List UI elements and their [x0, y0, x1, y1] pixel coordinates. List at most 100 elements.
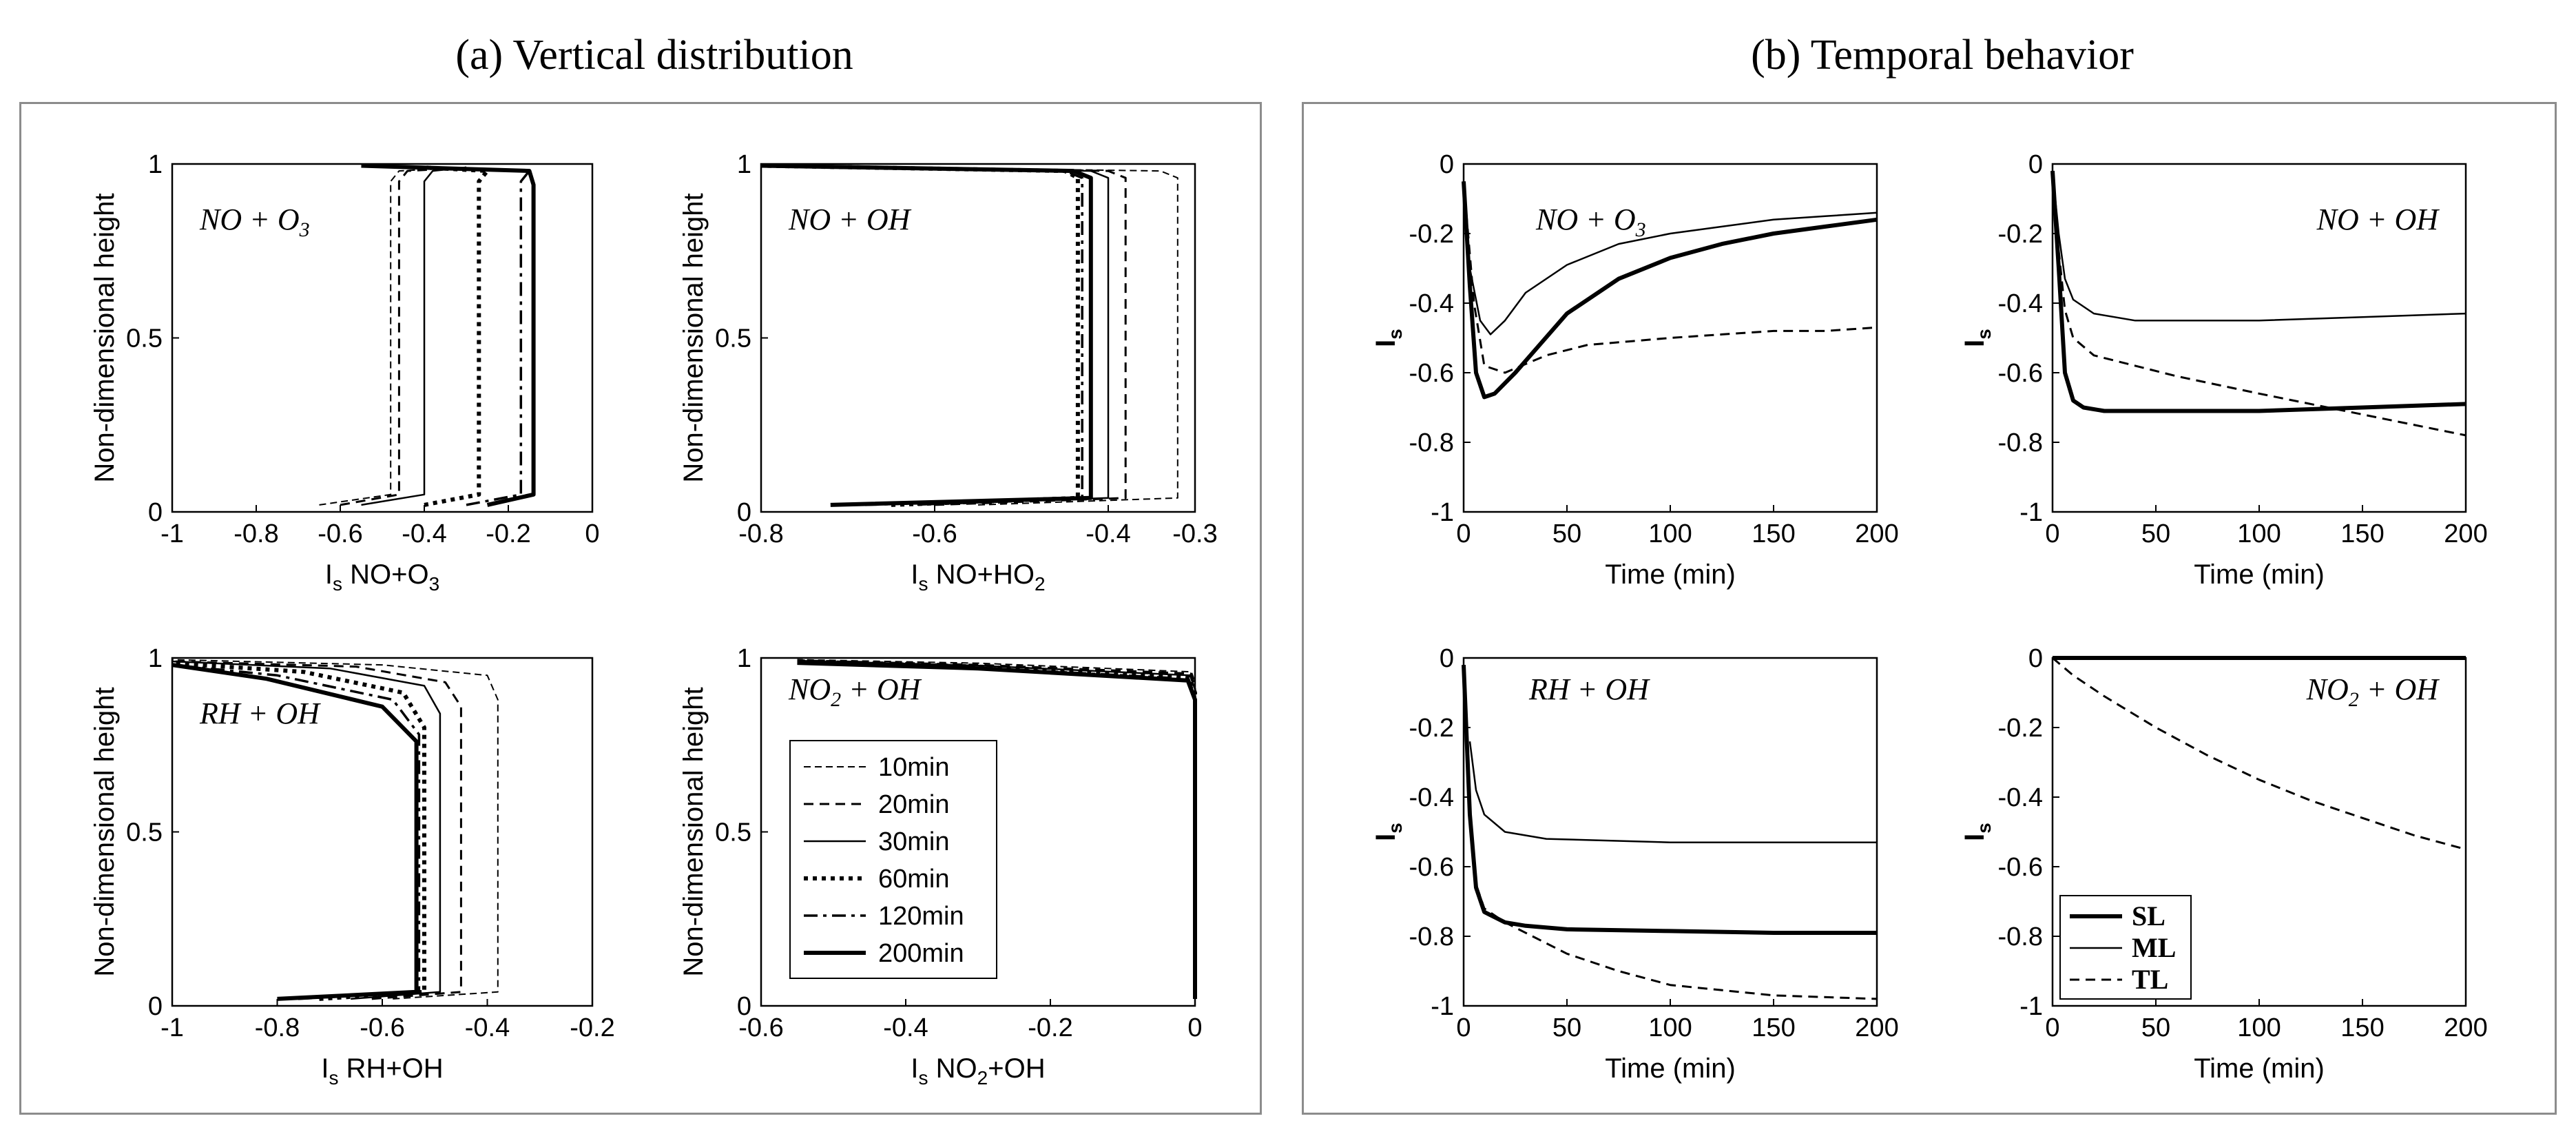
- y-axis-label: Is: [1960, 823, 1995, 841]
- panel-annotation: NO2 + OH: [788, 672, 922, 711]
- chart-8: 0 50 100 150 200 -1 -0.8 -0.6 -0.4 -0.2 0 Time (min…: [1960, 644, 2488, 1084]
- y-tick-label: 0.5: [126, 818, 163, 847]
- x-axis-label: Time (min): [1605, 1053, 1736, 1084]
- legend-label: 10min: [878, 753, 950, 782]
- x-tick-label: -0.6: [360, 1013, 404, 1042]
- x-tick-label: 0: [2045, 1013, 2059, 1042]
- x-tick-label: -0.8: [255, 1013, 300, 1042]
- series-line-20min: [172, 660, 462, 1000]
- panel-annotation: NO + O3: [199, 203, 310, 241]
- x-tick-label: 50: [1552, 1013, 1581, 1042]
- panel-annotation: NO + O3: [1535, 203, 1646, 241]
- panel-annotation: NO2 + OH: [2306, 672, 2440, 711]
- x-tick-label: -0.3: [1172, 519, 1217, 548]
- x-tick-label: -0.2: [486, 519, 530, 548]
- x-tick-label: -1: [160, 1013, 184, 1042]
- y-tick-label: -0.6: [1409, 853, 1454, 882]
- x-tick-label: 0: [585, 519, 599, 548]
- y-axis-label: Is: [1371, 329, 1406, 347]
- series-line-ML: [2051, 170, 2466, 322]
- panel-a-frame: [19, 102, 1262, 1115]
- x-tick-label: -0.4: [1086, 519, 1130, 548]
- y-tick-label: -0.8: [1409, 429, 1454, 457]
- y-axis-label: Is: [1371, 823, 1406, 841]
- y-tick-label: -0.6: [1409, 359, 1454, 388]
- y-tick-label: 0.5: [126, 324, 163, 353]
- series-line-30min: [172, 660, 442, 1000]
- x-tick-label: 200: [2444, 519, 2487, 548]
- legend-label: 30min: [878, 827, 950, 856]
- panel-annotation: RH + OH: [1528, 672, 1650, 706]
- y-tick-label: 0: [737, 992, 751, 1021]
- x-axis-label: Time (min): [2194, 1053, 2325, 1084]
- y-tick-label: 0: [2028, 644, 2043, 673]
- x-tick-label: 100: [2237, 1013, 2281, 1042]
- x-tick-label: -0.6: [738, 1013, 783, 1042]
- series-line-200min: [361, 163, 536, 507]
- legend-box: [789, 740, 997, 979]
- y-tick-label: 0: [1440, 150, 1454, 179]
- section-title-b: (b) Temporal behavior: [1751, 32, 2134, 79]
- chart-7: 0 50 100 150 200 -1 -0.8 -0.6 -0.4 -0.2 0 Time (min…: [1371, 644, 1899, 1084]
- y-tick-label: 1: [737, 150, 751, 179]
- y-tick-label: -0.4: [1998, 783, 2043, 812]
- y-axis-label: Is: [1960, 329, 1995, 347]
- series-line-ML: [1468, 741, 1877, 843]
- y-tick-label: 0: [737, 498, 751, 527]
- y-tick-label: -0.2: [1998, 714, 2043, 743]
- y-tick-label: -1: [1431, 498, 1454, 527]
- series-line-10min: [760, 165, 1178, 506]
- x-axis-label: Is RH+OH: [321, 1053, 443, 1089]
- y-tick-label: -0.8: [1998, 922, 2043, 951]
- x-axis-label: Time (min): [1605, 559, 1736, 590]
- y-tick-label: 1: [148, 644, 163, 673]
- series-line-TL: [2051, 170, 2466, 437]
- x-tick-label: 0: [2045, 519, 2059, 548]
- y-tick-label: 0: [148, 498, 163, 527]
- chart-2: -0.8 -0.6 -0.4 -0.3 0 0.5 1 Is NO+HO2 Non-dimens…: [678, 150, 1218, 595]
- x-tick-label: 100: [1648, 519, 1692, 548]
- y-tick-label: -1: [2019, 498, 2043, 527]
- x-tick-label: 150: [2340, 1013, 2384, 1042]
- plot-area: [1462, 657, 1878, 1007]
- y-tick-label: -0.4: [1998, 289, 2043, 318]
- chart-1: -1 -0.8 -0.6 -0.4 -0.2 0 0 0.5 1 Is NO+O3 Non-dime…: [90, 150, 600, 595]
- y-tick-label: -0.8: [1998, 429, 2043, 457]
- x-tick-label: 50: [1552, 519, 1581, 548]
- y-axis-label: Non-dimensional height: [678, 687, 709, 976]
- legend-label: TL: [2132, 964, 2168, 995]
- y-tick-label: -0.2: [1409, 220, 1454, 249]
- y-tick-label: -0.6: [1998, 359, 2043, 388]
- x-tick-label: 0: [1456, 519, 1471, 548]
- series-line-TL: [1462, 665, 1878, 1000]
- y-tick-label: 1: [737, 644, 751, 673]
- series-line-20min: [340, 166, 467, 506]
- y-axis-label: Non-dimensional height: [678, 193, 709, 482]
- y-tick-label: 0.5: [715, 818, 751, 847]
- plot-area: [171, 657, 594, 1007]
- y-tick-label: -0.8: [1409, 922, 1454, 951]
- x-tick-label: 50: [2141, 519, 2170, 548]
- x-tick-label: 150: [1752, 519, 1795, 548]
- y-tick-label: 0: [1440, 644, 1454, 673]
- x-tick-label: 200: [1855, 519, 1898, 548]
- y-tick-label: -0.6: [1998, 853, 2043, 882]
- legend-label: 60min: [878, 865, 950, 894]
- chart-6: 0 50 100 150 200 -1 -0.8 -0.6 -0.4 -0.2 0 Time (min…: [1960, 150, 2488, 590]
- legend-label: ML: [2132, 932, 2176, 963]
- plot-area: [171, 163, 594, 513]
- section-title-a: (a) Vertical distribution: [455, 32, 853, 79]
- legend-vertical: 10min 20min 30min 60min 120min 200min: [789, 740, 997, 979]
- series-line-ML: [1462, 198, 1878, 336]
- x-tick-label: -0.6: [912, 519, 957, 548]
- y-axis-label: Non-dimensional height: [90, 193, 120, 482]
- panel-b-frame: [1302, 102, 2557, 1115]
- x-tick-label: -0.8: [738, 519, 783, 548]
- series-line-200min: [172, 663, 419, 1001]
- series-line-200min: [760, 163, 1093, 507]
- x-tick-label: -0.2: [1028, 1013, 1072, 1042]
- y-tick-label: -0.4: [1409, 783, 1454, 812]
- x-axis-label: Is NO2+OH: [911, 1053, 1045, 1089]
- x-tick-label: -0.4: [883, 1013, 928, 1042]
